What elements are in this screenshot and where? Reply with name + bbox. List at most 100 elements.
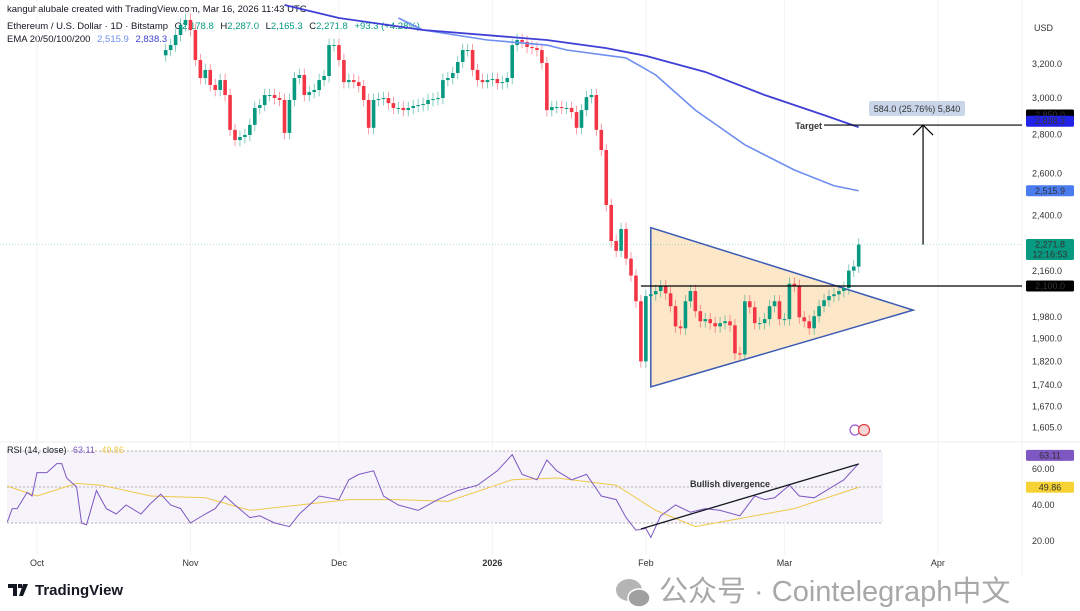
candle <box>856 238 861 273</box>
candle <box>629 252 633 282</box>
candle <box>762 312 767 330</box>
candle <box>188 13 193 37</box>
divergence-line[interactable] <box>640 463 859 530</box>
candle <box>782 312 787 326</box>
candle-body <box>510 45 514 79</box>
candle-body <box>431 99 435 101</box>
candle-body <box>193 30 198 61</box>
rsi-tag-bg <box>1026 449 1074 461</box>
candle-body <box>361 86 366 100</box>
candle-body <box>614 241 618 251</box>
candle-body <box>802 317 807 322</box>
candle-body <box>436 98 440 100</box>
candle-body <box>772 301 777 307</box>
candle-body <box>663 285 668 294</box>
candle-body <box>703 319 708 322</box>
candle <box>757 316 762 330</box>
candle-body <box>827 296 831 301</box>
symbol-legend[interactable]: Ethereum / U.S. Dollar · 1D · Bitstamp O… <box>7 21 424 32</box>
candle-body <box>163 50 168 56</box>
candle <box>678 320 683 335</box>
candle <box>356 75 361 93</box>
candle-body <box>465 50 470 52</box>
candle-body <box>317 80 321 90</box>
candle <box>851 260 856 278</box>
candle-body <box>475 69 480 81</box>
candle-body <box>406 107 411 111</box>
candle <box>297 68 302 85</box>
candle <box>545 56 549 117</box>
rsi-tag-bg <box>1026 481 1074 493</box>
candle <box>223 73 227 102</box>
y-tick-label: 1,740.0 <box>1032 380 1062 390</box>
candle-body <box>208 69 213 85</box>
x-tick-label: Oct <box>30 558 45 568</box>
candle-body <box>728 321 732 326</box>
candle-body <box>485 80 490 83</box>
candle <box>733 319 737 360</box>
candle-body <box>545 63 549 111</box>
candle-body <box>267 95 272 97</box>
us-flag-event-icon[interactable] <box>857 423 871 437</box>
candle-body <box>842 287 846 292</box>
candle <box>579 103 584 135</box>
ema-legend[interactable]: EMA 20/50/100/200 2,515.9 2,838.3 <box>7 34 171 45</box>
candle-body <box>639 301 643 362</box>
candle <box>693 284 698 318</box>
candle-body <box>451 72 455 79</box>
candle-body <box>347 80 351 83</box>
candle <box>708 312 712 330</box>
watermark: 公众号 · Cointelegraph中文 <box>615 576 1010 609</box>
candle <box>376 92 381 107</box>
rsi-pane <box>6 453 860 539</box>
candle <box>178 18 183 42</box>
candle <box>426 93 430 111</box>
price-tag: 2,838.3 <box>1035 116 1065 126</box>
candle-body <box>564 107 569 109</box>
candle <box>703 312 708 328</box>
candle-body <box>243 134 247 138</box>
candle <box>352 73 356 89</box>
rsi-ma-line <box>7 477 859 528</box>
rsi-label: RSI (14, close) <box>7 445 67 455</box>
candle <box>317 73 321 97</box>
triangle-pattern[interactable] <box>650 226 916 388</box>
candle <box>569 101 574 119</box>
candle <box>728 314 732 332</box>
candle <box>361 79 366 107</box>
candle <box>792 277 797 293</box>
y-tick-label: 2,160.0 <box>1032 266 1062 276</box>
candle <box>797 279 802 324</box>
candle <box>847 264 851 295</box>
tradingview-logo[interactable]: TradingView <box>8 582 123 599</box>
candle <box>564 101 569 115</box>
candle <box>253 101 257 132</box>
candle-body <box>386 98 391 104</box>
candle-body <box>337 45 341 61</box>
candle <box>802 310 807 328</box>
price-tag: 2,515.9 <box>1035 186 1065 196</box>
candle-body <box>574 112 579 128</box>
candle <box>386 91 391 110</box>
rsi-legend[interactable]: RSI (14, close) 63.11 49.86 <box>7 445 128 455</box>
candle-body <box>777 301 782 320</box>
candle <box>738 347 742 361</box>
candle <box>653 284 658 301</box>
candle <box>639 294 643 368</box>
x-tick-label: Dec <box>331 558 348 568</box>
candle-body <box>743 301 747 355</box>
candle-body <box>723 321 727 324</box>
x-tick-label: Feb <box>638 558 654 568</box>
candle-body <box>698 311 703 322</box>
candle-body <box>366 99 371 128</box>
candle <box>688 284 693 308</box>
candle-body <box>342 60 346 83</box>
symbol-name: Ethereum / U.S. Dollar · 1D · Bitstamp <box>7 21 169 32</box>
candle <box>406 101 411 117</box>
candle <box>807 314 811 335</box>
candle-body <box>287 99 292 133</box>
candle-body <box>688 291 693 302</box>
rsi-tick-label: 60.00 <box>1032 464 1055 474</box>
candle-body <box>168 45 173 51</box>
